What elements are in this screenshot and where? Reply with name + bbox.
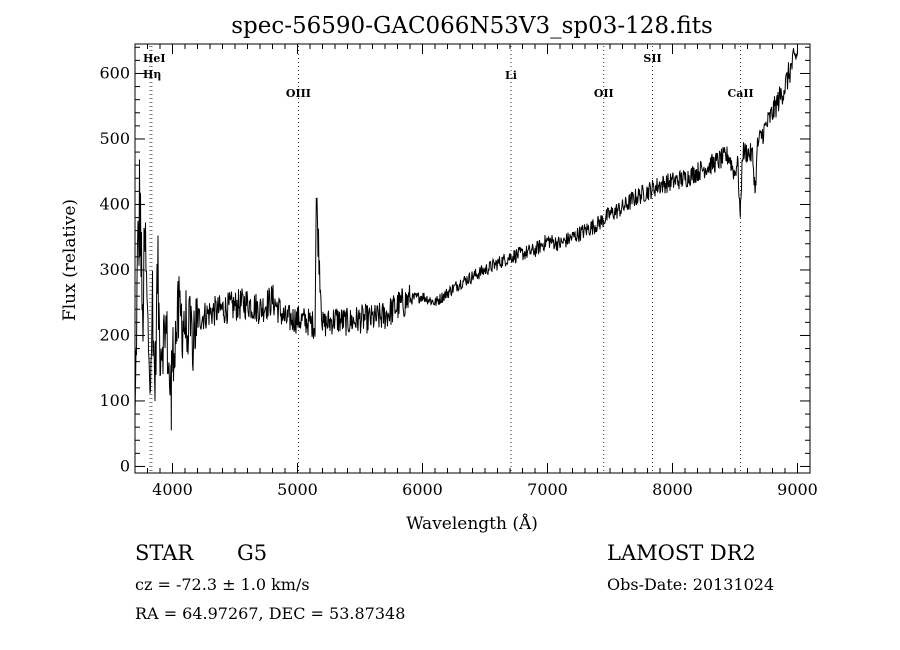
spectral-line-label: Hη	[143, 68, 161, 81]
x-tick-label: 4000	[152, 480, 193, 499]
y-tick-label: 600	[99, 63, 130, 82]
x-tick-label: 5000	[277, 480, 318, 499]
spectral-line-label: CaII	[728, 87, 754, 100]
spectral-line-label: OIII	[286, 87, 311, 100]
x-tick-label: 8000	[652, 480, 693, 499]
y-tick-label: 500	[99, 129, 130, 148]
y-tick-label: 300	[99, 260, 130, 279]
x-tick-label: 6000	[402, 480, 443, 499]
x-axis-label: Wavelength (Å)	[406, 513, 538, 534]
spectral-line-markers: HeI Hη OIII Li OII SII CaII	[143, 46, 754, 473]
spectral-line-label: SII	[643, 52, 661, 65]
y-tick-label: 0	[120, 456, 130, 475]
plot-frame	[134, 43, 811, 474]
x-tick-label: 7000	[527, 480, 568, 499]
subclass-label: G5	[237, 541, 268, 565]
y-tick-label: 200	[99, 325, 130, 344]
x-tick-label: 9000	[777, 480, 818, 499]
obs-date-text: Obs-Date: 20131024	[607, 575, 775, 594]
y-tick-label: 100	[99, 391, 130, 410]
spectral-line-label: Li	[505, 69, 517, 82]
axis-ticks: 4000 5000 6000 7000 8000 9000 0 100 200 300 400 500…	[99, 44, 818, 499]
spectral-line-label: HeI	[143, 52, 166, 65]
class-label: STAR	[135, 541, 194, 565]
redshift-text: cz = -72.3 ± 1.0 km/s	[135, 575, 310, 594]
spectral-line-label: OII	[594, 87, 614, 100]
y-tick-label: 400	[99, 194, 130, 213]
spectrum-line	[134, 48, 798, 431]
chart-title: spec-56590-GAC066N53V3_sp03-128.fits	[231, 13, 713, 39]
spectrum-chart: spec-56590-GAC066N53V3_sp03-128.fits Wav…	[60, 13, 818, 534]
coordinates-text: RA = 64.97267, DEC = 53.87348	[135, 604, 406, 623]
survey-label: LAMOST DR2	[607, 541, 756, 565]
y-axis-label: Flux (relative)	[60, 199, 80, 321]
